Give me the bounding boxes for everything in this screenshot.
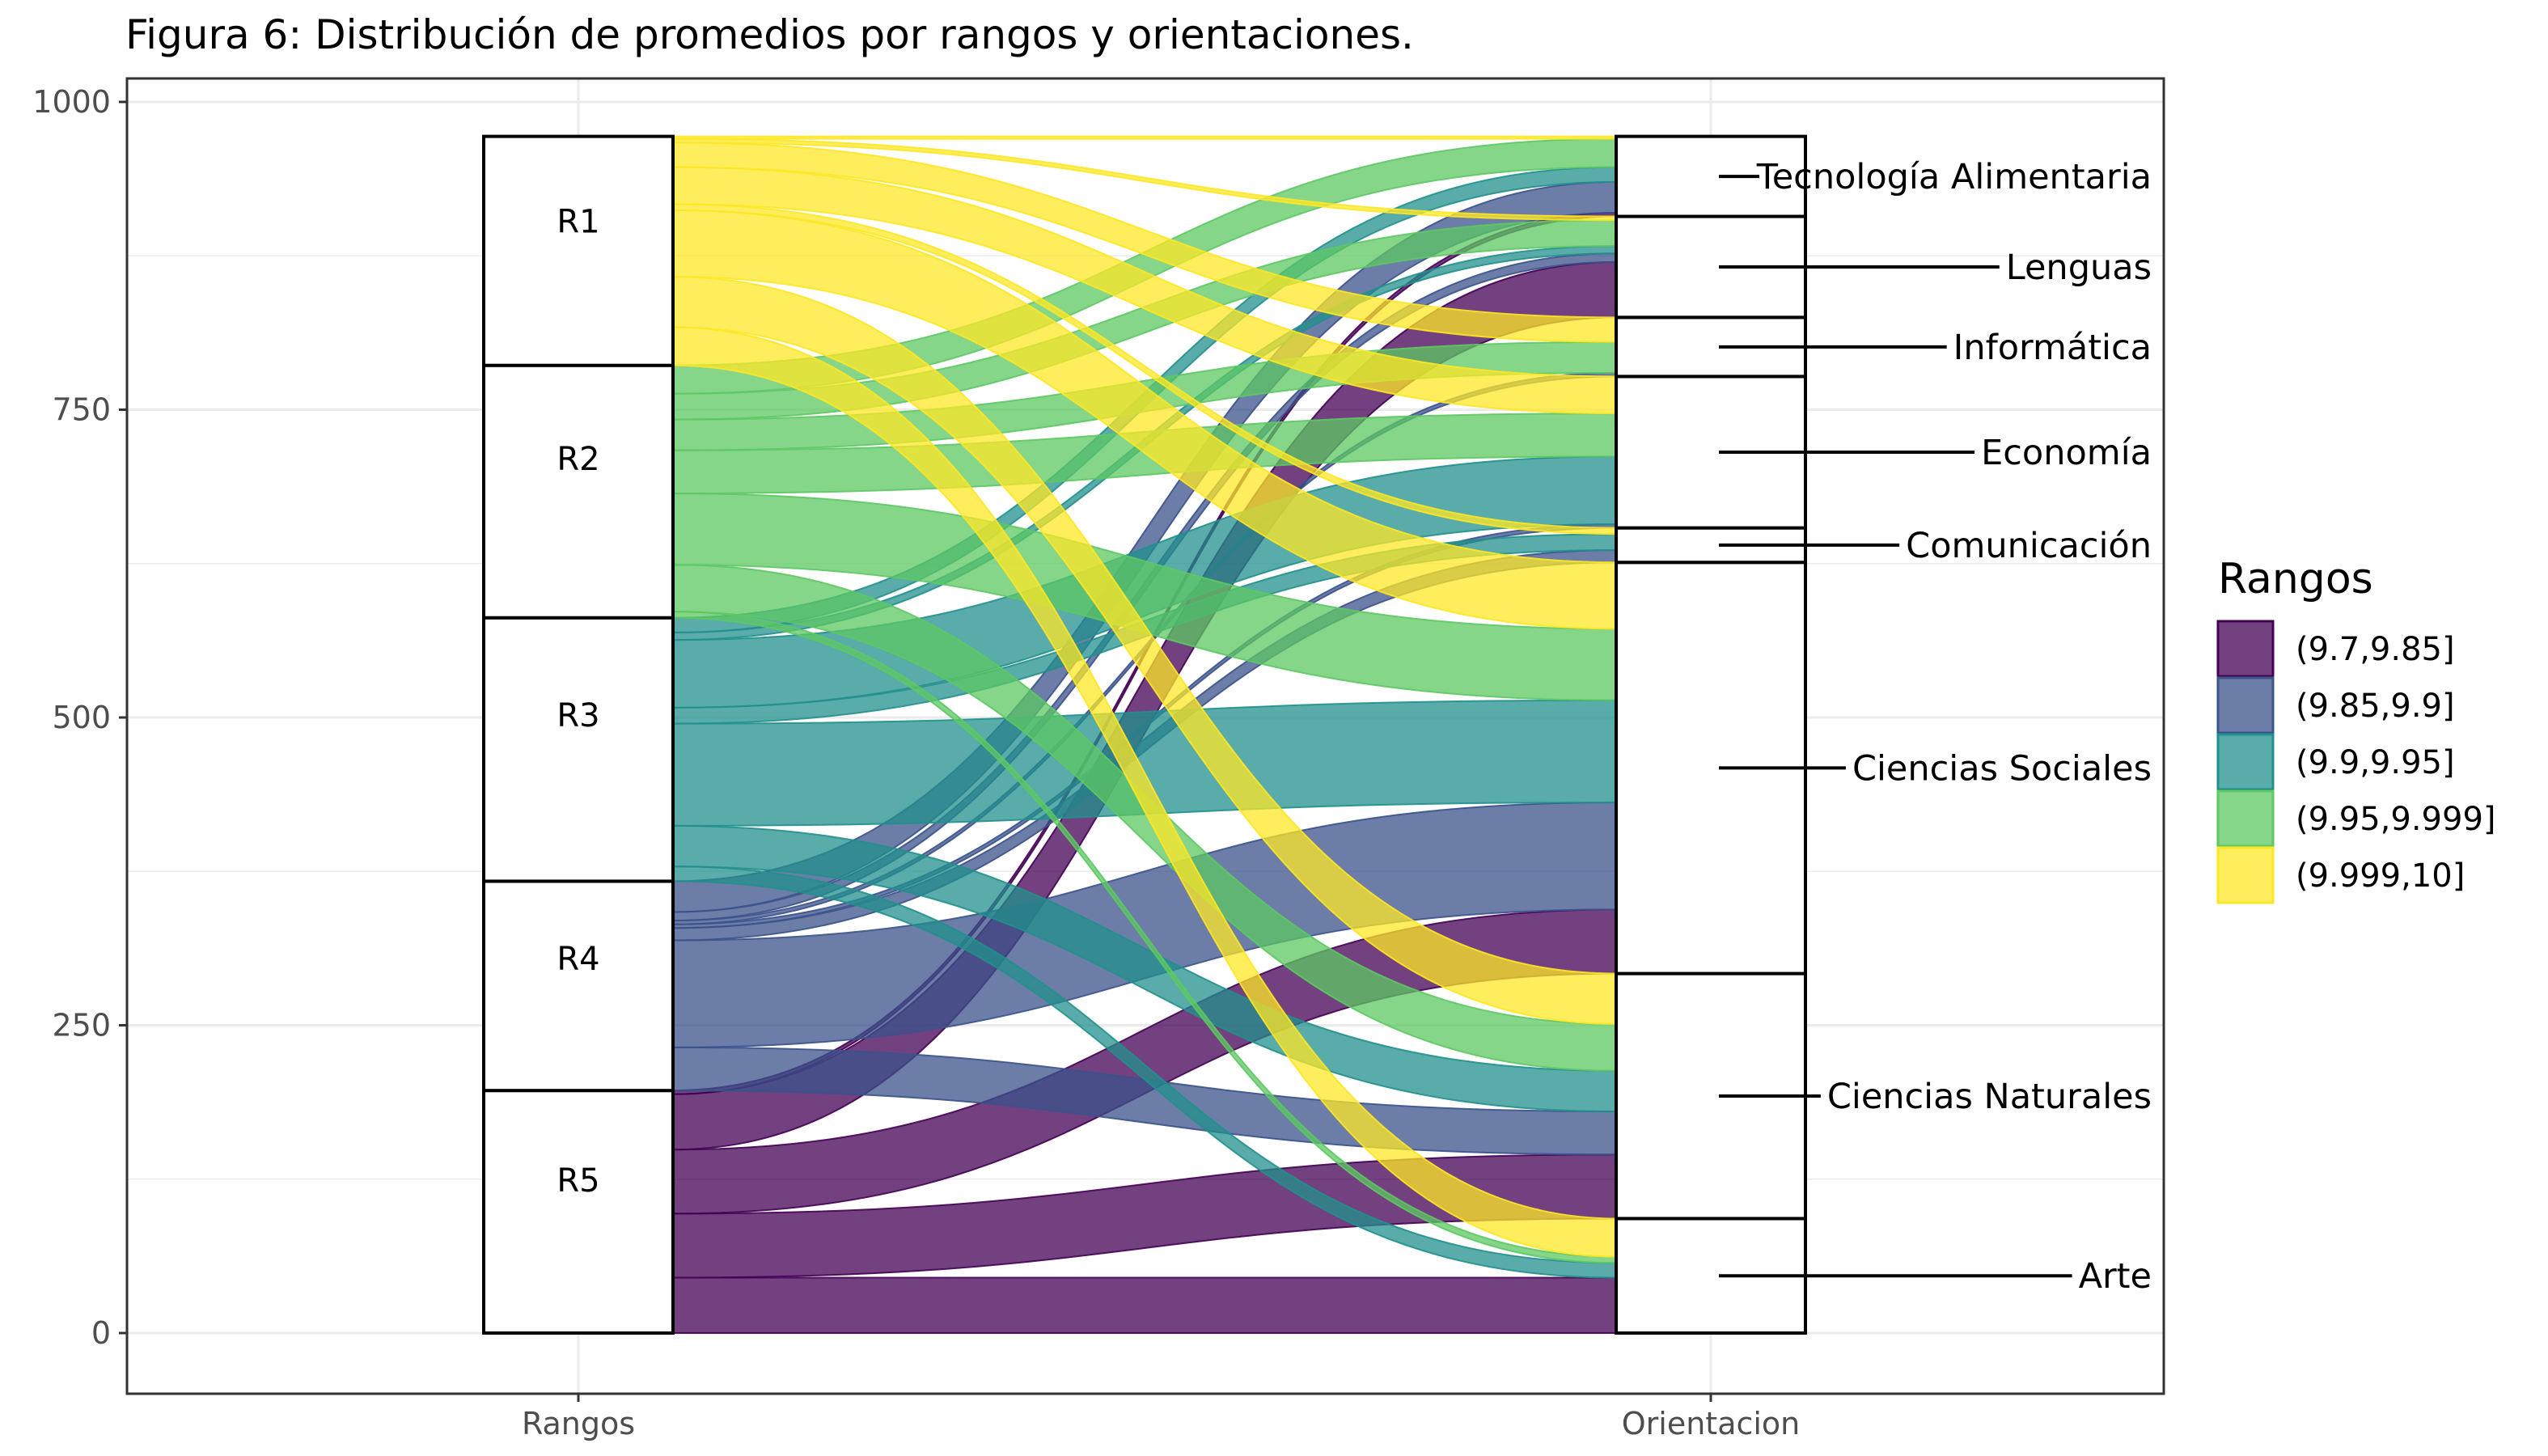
legend-key[interactable] bbox=[2216, 676, 2275, 734]
rango-stratum[interactable] bbox=[482, 879, 675, 1093]
legend-label: (9.7,9.85] bbox=[2296, 631, 2455, 668]
legend-label: (9.9,9.95] bbox=[2296, 744, 2455, 781]
plot-area: R5 R4 R3 R2 R1 Arte Ciencias Naturales Ciencias… bbox=[32, 77, 2165, 1441]
legend: Rangos (9.7,9.85] (9.85,9.9] (9.9,9.95] (9.… bbox=[2216, 555, 2496, 904]
rango-label: R2 bbox=[557, 441, 599, 478]
chart-title: Figura 6: Distribución de promedios por … bbox=[125, 11, 1414, 58]
orientacion-label: Informática bbox=[1953, 328, 2152, 368]
orientacion-label: Tecnología Alimentaria bbox=[1756, 157, 2152, 197]
x-tick-label: Rangos bbox=[522, 1406, 635, 1441]
x-tick-label: Orientacion bbox=[1622, 1406, 1801, 1441]
orientacion-label: Economía bbox=[1981, 433, 2152, 473]
y-tick-label: 250 bbox=[52, 1008, 111, 1043]
y-tick-label: 750 bbox=[52, 392, 111, 428]
flow-ribbon[interactable] bbox=[672, 1276, 1617, 1335]
legend-key[interactable] bbox=[2216, 789, 2275, 848]
orientacion-label: Ciencias Sociales bbox=[1852, 748, 2152, 789]
rango-stratum[interactable] bbox=[482, 363, 675, 620]
panel-border bbox=[125, 77, 2165, 1395]
orientacion-label: Ciencias Naturales bbox=[1827, 1077, 2152, 1117]
legend-label: (9.95,9.999] bbox=[2296, 801, 2496, 838]
legend-key[interactable] bbox=[2216, 846, 2275, 904]
flow-ribbon[interactable] bbox=[672, 135, 1617, 140]
rango-label: R4 bbox=[557, 941, 599, 978]
legend-title: Rangos bbox=[2218, 555, 2373, 603]
rango-stratum[interactable] bbox=[482, 1089, 675, 1335]
orientacion-label: Arte bbox=[2079, 1256, 2152, 1297]
y-tick-label: 1000 bbox=[32, 84, 111, 120]
rango-label: R1 bbox=[557, 203, 599, 240]
rango-label: R5 bbox=[557, 1162, 599, 1200]
rango-label: R3 bbox=[557, 697, 599, 734]
y-tick-label: 0 bbox=[91, 1315, 111, 1351]
legend-key[interactable] bbox=[2216, 733, 2275, 791]
rango-stratum[interactable] bbox=[482, 134, 675, 367]
orientacion-stratum[interactable] bbox=[1615, 134, 1807, 218]
legend-label: (9.85,9.9] bbox=[2296, 688, 2455, 725]
rango-stratum[interactable] bbox=[482, 616, 675, 883]
orientacion-label: Comunicación bbox=[1906, 526, 2152, 566]
orientacion-label: Lenguas bbox=[2006, 248, 2152, 288]
legend-key[interactable] bbox=[2216, 620, 2275, 678]
legend-label: (9.999,10] bbox=[2296, 857, 2465, 895]
y-tick-label: 500 bbox=[52, 700, 111, 735]
